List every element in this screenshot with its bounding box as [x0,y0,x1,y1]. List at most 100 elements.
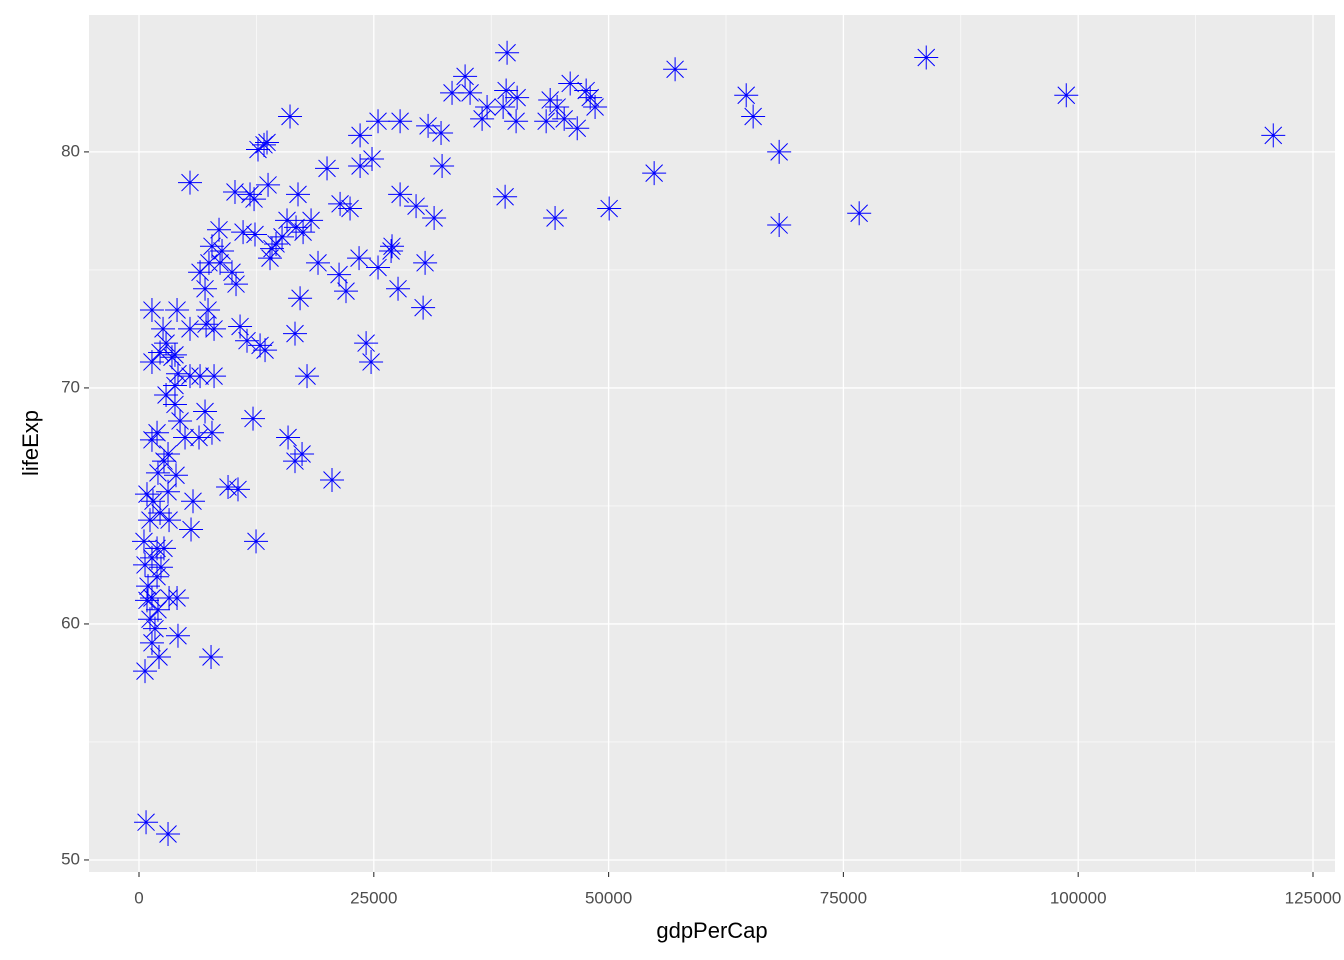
point [299,208,324,233]
point [275,208,300,233]
point [534,109,559,134]
y-tick-label: 80 [61,141,80,160]
point [193,399,218,424]
point [222,180,247,205]
point [164,463,189,488]
point [148,555,173,580]
point [475,95,500,120]
point [202,364,227,389]
point [411,295,436,320]
point [413,250,438,275]
point [379,239,404,264]
point [404,194,429,219]
point [165,623,190,648]
point [165,361,190,386]
point [422,205,447,230]
point [156,822,181,846]
point [429,121,454,146]
point [334,279,359,304]
point [327,262,352,287]
point [734,83,759,108]
point [147,644,172,669]
point [388,182,413,207]
point [386,276,411,301]
point [642,161,667,186]
point [440,80,465,105]
point [178,170,203,195]
point [162,373,187,398]
point [225,477,250,502]
point [151,449,176,474]
point [255,130,280,155]
point [157,508,182,533]
point [504,109,529,134]
point [134,810,159,835]
point [216,475,241,500]
point [187,425,212,450]
point [491,95,516,120]
point [543,205,568,230]
point [173,425,198,450]
point [286,182,311,207]
point [207,217,232,242]
point [142,616,167,641]
point [244,529,269,554]
point [388,109,413,134]
y-tick-label: 60 [61,613,80,632]
point [284,215,309,240]
y-tick-label: 50 [61,849,80,868]
point [366,255,391,280]
point [283,321,308,346]
point [366,109,391,134]
point [495,40,520,65]
point [156,442,181,467]
point [493,184,518,209]
point [165,298,190,323]
point [458,80,483,105]
point [1054,83,1079,108]
point [139,630,164,655]
point [328,191,353,216]
point [914,45,939,70]
point [136,574,161,599]
point [199,420,224,445]
point [430,154,455,179]
point [259,236,284,261]
point [196,298,221,323]
point [767,139,792,164]
point [767,213,792,238]
point [245,137,270,162]
x-tick-label: 125000 [1285,888,1342,907]
point [196,250,221,275]
panel [89,15,1335,872]
point [139,349,164,374]
point [154,382,179,407]
point [347,246,372,271]
point [148,501,173,526]
point [663,57,688,82]
point [137,607,162,632]
point [291,220,316,245]
point [258,246,283,271]
point [210,239,235,264]
point [565,116,590,141]
point [139,298,164,323]
point [165,585,190,610]
point [348,123,373,148]
point [494,78,519,103]
point [338,196,363,221]
point [320,467,345,492]
point [348,154,373,179]
point [151,316,176,341]
point [145,564,170,589]
point [151,536,176,561]
point [139,427,164,452]
points [131,40,1286,846]
point [235,328,260,353]
point [139,585,164,610]
point [202,316,227,341]
ticks: 0 25000 50000 75000 100000 125000 50 60 70 80 [61,141,1341,907]
point [315,156,340,181]
point [295,364,320,389]
point [470,106,495,131]
